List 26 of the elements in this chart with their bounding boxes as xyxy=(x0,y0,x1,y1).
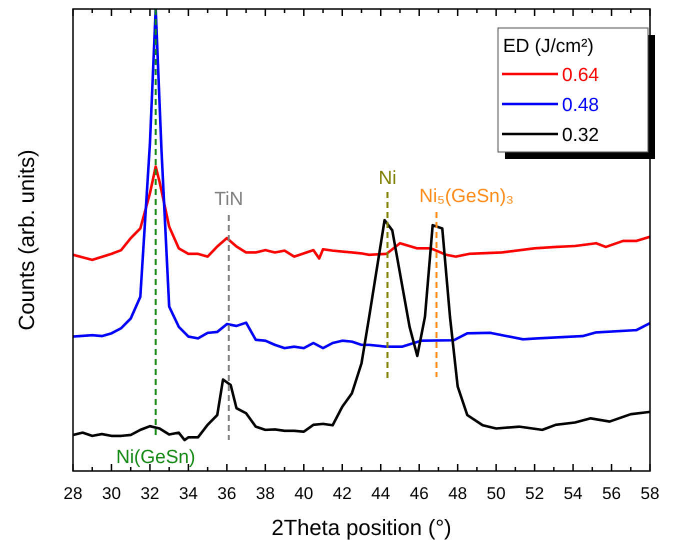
legend-label: 0.32 xyxy=(562,125,599,146)
x-tick-label: 28 xyxy=(64,484,82,503)
legend-label: 0.48 xyxy=(562,95,599,116)
x-axis-title: 2Theta position (°) xyxy=(272,515,452,540)
x-tick-label: 58 xyxy=(640,484,660,503)
x-tick-label: 34 xyxy=(178,484,198,503)
legend-label: 0.64 xyxy=(562,65,600,86)
x-tick-label: 42 xyxy=(332,484,352,503)
x-tick-label: 36 xyxy=(217,484,236,503)
x-tick-label: 46 xyxy=(410,484,429,503)
legend-title: ED (J/cm²) xyxy=(503,36,594,57)
x-tick-label: 40 xyxy=(294,484,314,503)
y-axis-title: Counts (arb. units) xyxy=(14,150,39,330)
ref-line-label: Ni₅(GeSn)₃ xyxy=(419,186,514,207)
x-tick-label: 44 xyxy=(371,484,390,503)
x-tick-label: 48 xyxy=(448,484,468,503)
x-tick-label: 52 xyxy=(525,484,544,503)
x-tick-label: 50 xyxy=(486,484,506,503)
ref-line-label: Ni xyxy=(378,168,396,189)
x-tick-label: 32 xyxy=(140,484,160,503)
ref-line-label: TiN xyxy=(214,189,244,210)
x-tick-label: 30 xyxy=(102,484,121,503)
ref-line-label: Ni(GeSn) xyxy=(116,447,196,468)
x-tick-label: 54 xyxy=(564,484,583,503)
x-tick-label: 38 xyxy=(256,484,275,503)
x-tick-label: 56 xyxy=(602,484,621,503)
